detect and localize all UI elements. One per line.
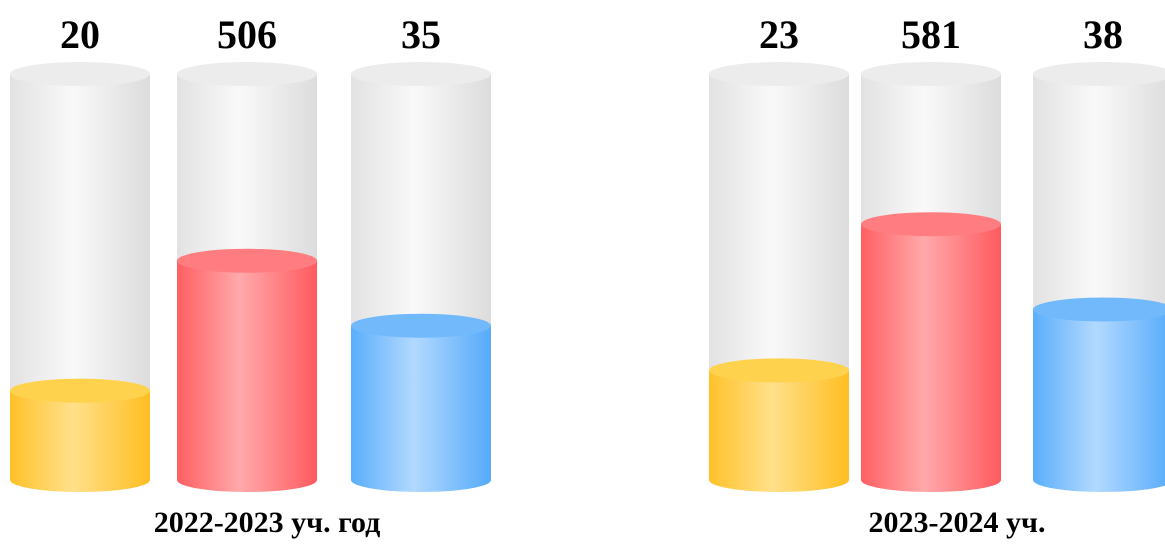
- bar-cap-2022-2023-blue: [351, 313, 491, 338]
- value-label-2022-2023-blue: 35: [401, 12, 441, 57]
- value-label-2023-2024-red: 581: [901, 12, 961, 57]
- bar-cap-2022-2023-red: [177, 248, 317, 273]
- value-label-2022-2023-red: 506: [217, 12, 277, 57]
- glass-cap-2022-2023-yellow: [10, 62, 150, 86]
- glass-cap-2023-2024-red: [861, 62, 1001, 86]
- bar-2023-2024-yellow: [709, 370, 849, 480]
- glass-cap-2023-2024-yellow: [709, 62, 849, 86]
- bar-cap-2023-2024-red: [861, 212, 1001, 237]
- bars-layer: [10, 62, 1165, 492]
- value-label-2023-2024-blue: 38: [1083, 12, 1123, 57]
- group-label-2022-2023: 2022-2023 уч. год: [154, 506, 381, 539]
- bar-2022-2023-blue: [351, 325, 491, 480]
- glass-cap-2022-2023-red: [177, 62, 317, 86]
- bar-2023-2024-red: [861, 224, 1001, 480]
- value-label-2022-2023-yellow: 20: [60, 12, 100, 57]
- bar-2023-2024-blue: [1033, 309, 1165, 480]
- bar-cap-2023-2024-blue: [1033, 297, 1165, 322]
- value-label-2023-2024-yellow: 23: [759, 12, 799, 57]
- bar-2022-2023-yellow: [10, 390, 150, 480]
- group-label-2023-2024: 2023-2024 уч.: [869, 506, 1046, 539]
- bar-cap-2023-2024-yellow: [709, 358, 849, 383]
- bar-2022-2023-red: [177, 260, 317, 480]
- bar-cap-2022-2023-yellow: [10, 378, 150, 403]
- glass-cap-2023-2024-blue: [1033, 62, 1165, 86]
- glass-cap-2022-2023-blue: [351, 62, 491, 86]
